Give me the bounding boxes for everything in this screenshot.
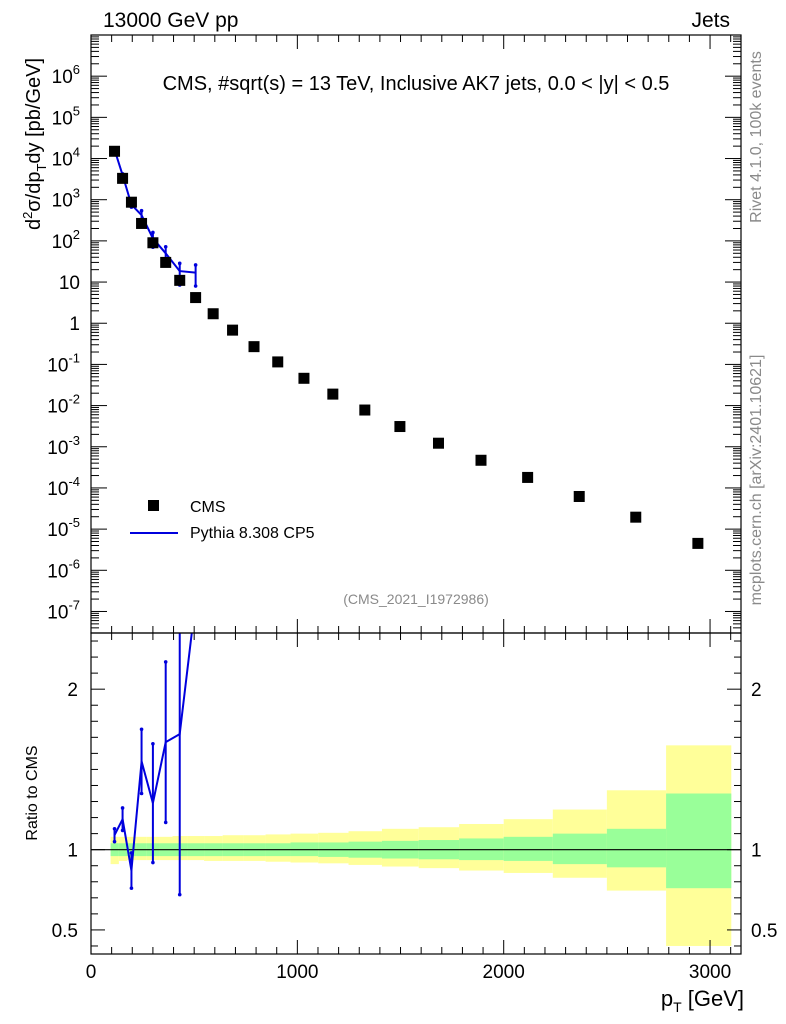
- cms-data-point: [174, 274, 186, 286]
- pythia-main-series: [112, 147, 198, 288]
- cms-data-point: [394, 421, 406, 433]
- pythia-ratio-error-cap: [151, 741, 155, 746]
- legend-cms-label: CMS: [190, 499, 226, 516]
- y-tick-label: 10-4: [47, 474, 80, 500]
- cms-data-point: [227, 324, 239, 336]
- x-tick-label: 2000: [483, 962, 525, 983]
- pythia-error-cap: [151, 230, 155, 235]
- ratio-y-tick-label: 2: [67, 680, 78, 701]
- pythia-error-cap: [139, 208, 144, 213]
- cms-data-point: [109, 145, 121, 157]
- energy-label: 13000 GeV pp: [103, 9, 238, 32]
- pythia-error-cap: [163, 244, 168, 249]
- x-tick-label: 3000: [689, 962, 731, 983]
- x-axis-label: pT [GeV]: [661, 986, 744, 1015]
- cms-data-point: [522, 471, 534, 483]
- pythia-ratio-error-cap: [112, 827, 117, 831]
- cms-data-point: [190, 292, 202, 304]
- stat-uncertainty-band: [606, 828, 667, 868]
- cms-data-point: [207, 308, 219, 320]
- pythia-ratio-line: [113, 633, 193, 871]
- ratio-y-label: Ratio to CMS: [24, 745, 41, 840]
- ratio-frame: [90, 632, 742, 955]
- legend-pythia-label: Pythia 8.308 CP5: [190, 525, 315, 542]
- ratio-x-ticks: 0 1000 2000 3000: [86, 633, 731, 983]
- pythia-ratio-series: [112, 607, 198, 897]
- cms-data-point: [147, 237, 159, 249]
- y-tick-label: 10: [59, 273, 80, 294]
- cms-data-point: [359, 404, 371, 416]
- y-tick-label: 1: [69, 314, 80, 335]
- cms-data-point: [117, 172, 129, 184]
- cms-data-point: [573, 490, 585, 502]
- main-title: CMS, #sqrt(s) = 13 TeV, Inclusive AK7 je…: [163, 73, 670, 95]
- main-panel: 10-7 10-6 10-5 10-4 10-3 10-2 10-1 1 10 102 103 104…: [20, 34, 742, 634]
- y-tick-label: 10-5: [47, 515, 80, 541]
- analysis-tag: (CMS_2021_I1972986): [343, 591, 489, 607]
- y-tick-label: 10-2: [47, 392, 80, 418]
- ratio-uncertainty-bands: [110, 745, 732, 946]
- pythia-ratio-error-cap: [163, 820, 168, 825]
- pythia-ratio-error-cap: [194, 607, 198, 611]
- y-tick-label: 106: [52, 62, 80, 88]
- cms-data-point: [692, 537, 704, 549]
- y-tick-label: 102: [52, 227, 80, 253]
- ratio-y-tick-label-right: 0.5: [751, 921, 777, 942]
- pythia-ratio-error-cap: [120, 806, 125, 810]
- y-tick-label: 104: [52, 145, 80, 171]
- cms-data-point: [327, 388, 339, 400]
- y-tick-label: 105: [52, 103, 80, 129]
- ratio-y-tick-label: 0.5: [52, 921, 78, 942]
- main-y-label: d2σ/dpTdy [pb/GeV]: [20, 58, 49, 230]
- cms-main-series: [109, 145, 704, 549]
- x-tick-label: 0: [86, 962, 97, 983]
- main-frame: [90, 34, 742, 634]
- cms-data-point: [160, 256, 172, 268]
- pythia-line: [113, 149, 196, 274]
- cms-data-point: [298, 372, 310, 384]
- pythia-ratio-error-cap: [129, 851, 134, 855]
- pythia-error-cap: [193, 284, 198, 288]
- cms-data-point: [432, 437, 444, 449]
- pythia-ratio-error-cap: [120, 828, 125, 833]
- pythia-ratio-error-cap: [139, 727, 144, 732]
- cms-data-point: [125, 196, 137, 208]
- pythia-ratio-error-cap: [129, 886, 134, 890]
- y-tick-label: 10-7: [47, 597, 80, 623]
- cms-data-point: [248, 341, 260, 353]
- cms-data-point: [475, 454, 487, 466]
- cms-data-point: [136, 217, 148, 229]
- stat-uncertainty-band: [552, 833, 607, 865]
- main-y-ticks: 10-7 10-6 10-5 10-4 10-3 10-2 10-1 1 10 102 103 104…: [47, 34, 741, 634]
- cms-data-point: [272, 356, 284, 368]
- ratio-pythia-clipped: [112, 607, 198, 897]
- pythia-ratio-error-cap: [163, 660, 168, 664]
- mcplots-label: mcplots.cern.ch [arXiv:2401.10621]: [748, 355, 765, 606]
- ratio-y-ticks: 0.5 0.5 1 1 2 2: [52, 640, 777, 947]
- pythia-error-cap: [177, 261, 182, 266]
- y-tick-label: 10-6: [47, 556, 80, 582]
- ratio-panel: 0 1000 2000 3000 0.5 0.5 1 1 2 2 Ratio to CMS pT…: [24, 607, 777, 1015]
- ratio-y-tick-label-right: 2: [751, 680, 762, 701]
- pythia-ratio-error-cap: [112, 839, 117, 844]
- stat-uncertainty-band: [503, 836, 553, 861]
- pythia-ratio-error-cap: [177, 892, 182, 897]
- rivet-label: Rivet 4.1.0, 100k events: [748, 51, 765, 223]
- main-x-ticks: [90, 35, 732, 633]
- pythia-ratio-error-cap: [139, 791, 144, 796]
- cms-data-point: [630, 511, 642, 523]
- y-tick-label: 10-3: [47, 433, 80, 459]
- legend-cms-marker: [148, 500, 159, 511]
- ratio-y-tick-label-right: 1: [751, 841, 762, 862]
- pythia-error-cap: [193, 263, 198, 267]
- ratio-y-tick-label: 1: [67, 841, 78, 862]
- y-tick-label: 10-1: [47, 350, 80, 376]
- pythia-ratio-error-cap: [151, 860, 155, 865]
- legend: CMS Pythia 8.308 CP5: [130, 499, 315, 542]
- y-tick-label: 103: [52, 186, 80, 212]
- category-label: Jets: [691, 9, 730, 32]
- x-tick-label: 1000: [276, 962, 318, 983]
- stat-uncertainty-band: [666, 793, 732, 889]
